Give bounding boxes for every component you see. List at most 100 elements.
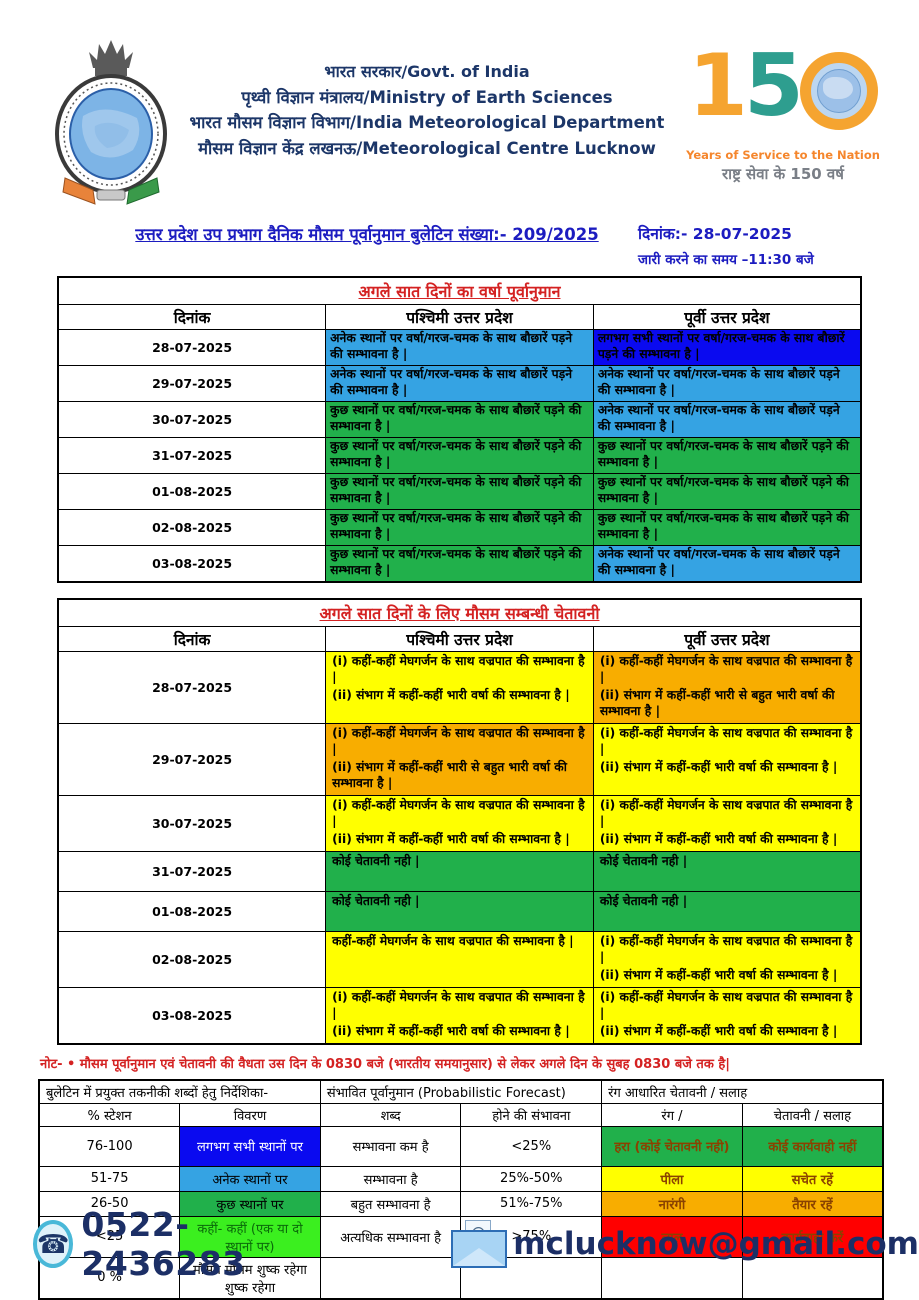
legend-group-color-warning: रंग आधारित चेतावनी / सलाह [601, 1079, 884, 1104]
table-row: 26-50 कुछ स्थानों पर बहुत सम्भावना है 51… [38, 1190, 884, 1217]
warning-line: कोई चेतावनी नही | [599, 853, 688, 868]
forecast-east-cell: अनेक स्थानों पर वर्षा/गरज-चमक के साथ बौछ… [592, 400, 862, 438]
header-line-imd: भारत मौसम विज्ञान विभाग/India Meteorolog… [189, 113, 665, 133]
warning-east-cell: (i) कहीं-कहीं मेघगर्जन के साथ वज्रपात की… [592, 930, 862, 988]
legend-color [601, 1256, 743, 1300]
weather-warning-table: अगले सात दिनों के लिए मौसम सम्बन्धी चेता… [57, 597, 862, 1045]
warning-line: (i) कहीं-कहीं मेघगर्जन के साथ वज्रपात की… [332, 989, 585, 1020]
header-line-ministry: पृथ्वी विज्ञान मंत्रालय/Ministry of Eart… [241, 87, 613, 107]
warning-west-cell: (i) कहीं-कहीं मेघगर्जन के साथ वज्रपात की… [325, 794, 594, 852]
warning-line: (ii) संभाग में कहीं-कहीं भारी से बहुत भा… [599, 687, 835, 718]
bulletin-date-block: दिनांक:- 28-07-2025 जारी करने का समय –11… [638, 222, 863, 268]
col-header-east-up: पूर्वी उत्तर प्रदेश [592, 304, 862, 330]
table-row: 29-07-2025 (i) कहीं-कहीं मेघगर्जन के साथ… [57, 722, 862, 796]
legend-pct: 76-100 [38, 1125, 181, 1167]
table-row: 02-08-2025 कुछ स्थानों पर वर्षा/गरज-चमक … [57, 508, 862, 546]
warning-line: कोई चेतावनी नही | [332, 853, 420, 868]
warning-line: (ii) संभाग में कहीं-कहीं भारी से बहुत भा… [332, 759, 567, 790]
date-cell: 03-08-2025 [57, 544, 327, 583]
email-envelope-icon: @ [451, 1220, 509, 1268]
warning-line: कोई चेतावनी नही | [332, 893, 420, 908]
warning-table-title: अगले सात दिनों के लिए मौसम सम्बन्धी चेता… [319, 603, 600, 623]
legend-advice: सचेत रहें [741, 1165, 884, 1192]
logo-caption-en: Years of Service to the Nation [686, 148, 880, 162]
legend-desc: कहीं- कहीं (एक या दो स्थानों पर) [179, 1215, 321, 1258]
warning-line: (i) कहीं-कहीं मेघगर्जन के साथ वज्रपात की… [599, 989, 853, 1020]
warning-east-cell: कोई चेतावनी नही | [592, 850, 862, 892]
warning-line: (i) कहीं-कहीं मेघगर्जन के साथ वज्रपात की… [599, 797, 853, 828]
date-cell: 29-07-2025 [57, 722, 327, 796]
bulletin-issue-time: जारी करने का समय –11:30 बजे [638, 252, 814, 268]
warning-line: (ii) संभाग में कहीं-कहीं भारी वर्षा की स… [599, 759, 838, 774]
warning-line: (i) कहीं-कहीं मेघगर्जन के साथ वज्रपात की… [599, 933, 853, 964]
legend-group-terms: बुलेटिन में प्रयुक्त तकनीकी शब्दों हेतु … [38, 1079, 321, 1104]
legend-col-word: शब्द [319, 1102, 462, 1127]
phone-contact: ☎ 0522-2436283 [33, 1205, 301, 1283]
warning-table-header-row: दिनांक पश्चिमी उत्तर प्रदेश पूर्वी उत्तर… [57, 625, 862, 652]
table-row: 01-08-2025 कोई चेतावनी नही | कोई चेतावनी… [57, 890, 862, 932]
legend-color: नारंगी [601, 1190, 743, 1217]
table-row: 30-07-2025 (i) कहीं-कहीं मेघगर्जन के साथ… [57, 794, 862, 852]
forecast-west-cell: कुछ स्थानों पर वर्षा/गरज-चमक के साथ बौछा… [325, 400, 594, 438]
warning-west-cell: (i) कहीं-कहीं मेघगर्जन के साथ वज्रपात की… [325, 722, 594, 796]
col-header-west-up: पश्चिमी उत्तर प्रदेश [325, 304, 594, 330]
legend-advice: कोई कार्यवाही नहीं [741, 1125, 884, 1167]
warning-line: (i) कहीं-कहीं मेघगर्जन के साथ वज्रपात की… [332, 653, 585, 684]
table-row: 31-07-2025 कोई चेतावनी नही | कोई चेतावनी… [57, 850, 862, 892]
header-line-centre: मौसम विज्ञान केंद्र लखनऊ/Meteorological … [198, 138, 656, 158]
legend-desc: मौसम मौसम शुष्क रहेगा शुष्क रहेगा [179, 1256, 321, 1300]
warning-line: (ii) संभाग में कहीं-कहीं भारी वर्षा की स… [599, 967, 838, 982]
legend-advice [741, 1256, 884, 1300]
warning-west-cell: (i) कहीं-कहीं मेघगर्जन के साथ वज्रपात की… [325, 986, 594, 1045]
table-row: 51-75 अनेक स्थानों पर सम्भावना है 25%-50… [38, 1165, 884, 1192]
legend-subheader-row: % स्टेशन विवरण शब्द होने की संभावना रंग … [38, 1102, 884, 1127]
forecast-table-title: अगले सात दिनों का वर्षा पूर्वानुमान [358, 282, 561, 301]
col-header-west-up: पश्चिमी उत्तर प्रदेश [325, 625, 594, 652]
col-header-date: दिनांक [57, 304, 327, 330]
legend-desc: कुछ स्थानों पर [179, 1190, 321, 1217]
warning-west-cell: कहीं-कहीं मेघगर्जन के साथ वज्रपात की सम्… [325, 930, 594, 988]
validity-note: नोट- • मौसम पूर्वानुमान एवं चेतावनी की व… [40, 1056, 730, 1072]
warning-line: (ii) संभाग में कहीं-कहीं भारी वर्षा की स… [599, 1023, 838, 1038]
table-row: 0 % मौसम मौसम शुष्क रहेगा शुष्क रहेगा [38, 1256, 884, 1300]
legend-prob: 25%-50% [460, 1165, 603, 1192]
legend-color: हरा (कोई चेतावनी नही) [601, 1125, 743, 1167]
forecast-table-header-row: दिनांक पश्चिमी उत्तर प्रदेश पूर्वी उत्तर… [57, 304, 862, 330]
col-header-east-up: पूर्वी उत्तर प्रदेश [592, 625, 862, 652]
logo-globe-icon [799, 52, 878, 130]
legend-group-probabilistic: संभावित पूर्वानुमान (Probabilistic Forec… [319, 1079, 603, 1104]
table-row: 28-07-2025 (i) कहीं-कहीं मेघगर्जन के साथ… [57, 650, 862, 724]
legend-col-color: रंग / [601, 1102, 743, 1127]
warning-line: (i) कहीं-कहीं मेघगर्जन के साथ वज्रपात की… [332, 797, 585, 828]
imd-150-years-logo: 1 5 Years of Service to the Nation राष्ट… [677, 38, 889, 184]
legend-table: बुलेटिन में प्रयुक्त तकनीकी शब्दों हेतु … [38, 1078, 884, 1300]
warning-west-cell: कोई चेतावनी नही | [325, 850, 594, 892]
legend-col-description: विवरण [179, 1102, 321, 1127]
warning-east-cell: (i) कहीं-कहीं मेघगर्जन के साथ वज्रपात की… [592, 794, 862, 852]
legend-desc: अनेक स्थानों पर [179, 1165, 321, 1192]
warning-west-cell: (i) कहीं-कहीं मेघगर्जन के साथ वज्रपात की… [325, 650, 594, 724]
legend-color: पीला [601, 1165, 743, 1192]
legend-group-header-row: बुलेटिन में प्रयुक्त तकनीकी शब्दों हेतु … [38, 1079, 884, 1104]
warning-line: (i) कहीं-कहीं मेघगर्जन के साथ वज्रपात की… [332, 725, 585, 756]
date-cell: 28-07-2025 [57, 650, 327, 724]
forecast-east-cell: अनेक स्थानों पर वर्षा/गरज-चमक के साथ बौछ… [592, 544, 862, 583]
warning-line: (ii) संभाग में कहीं-कहीं भारी वर्षा की स… [332, 1023, 570, 1038]
forecast-west-cell: अनेक स्थानों पर वर्षा/गरज-चमक के साथ बौछ… [325, 364, 594, 402]
table-row: 03-08-2025 कुछ स्थानों पर वर्षा/गरज-चमक … [57, 544, 862, 583]
warning-line: कहीं-कहीं मेघगर्जन के साथ वज्रपात की सम्… [332, 933, 574, 948]
warning-line: (ii) संभाग में कहीं-कहीं भारी वर्षा की स… [332, 831, 570, 846]
bulletin-title: उत्तर प्रदेश उप प्रभाग दैनिक मौसम पूर्वा… [135, 225, 599, 244]
logo-caption-hi: राष्ट्र सेवा के 150 वर्ष [722, 165, 844, 183]
date-cell: 03-08-2025 [57, 986, 327, 1045]
legend-advice: तैयार रहें [741, 1190, 884, 1217]
legend-col-probability: होने की संभावना [460, 1102, 603, 1127]
bulletin-title-row: उत्तर प्रदेश उप प्रभाग दैनिक मौसम पूर्वा… [56, 222, 863, 268]
email-address: mclucknow@gmail.com [513, 1226, 919, 1262]
header-org-titles: भारत सरकार/Govt. of India पृथ्वी विज्ञान… [177, 38, 677, 161]
header-line-govt: भारत सरकार/Govt. of India [324, 62, 530, 81]
imd-emblem-icon [45, 38, 177, 206]
email-contact: @ mclucknow@gmail.com [451, 1220, 919, 1268]
date-cell: 31-07-2025 [57, 850, 327, 892]
telephone-icon: ☎ [33, 1220, 74, 1268]
